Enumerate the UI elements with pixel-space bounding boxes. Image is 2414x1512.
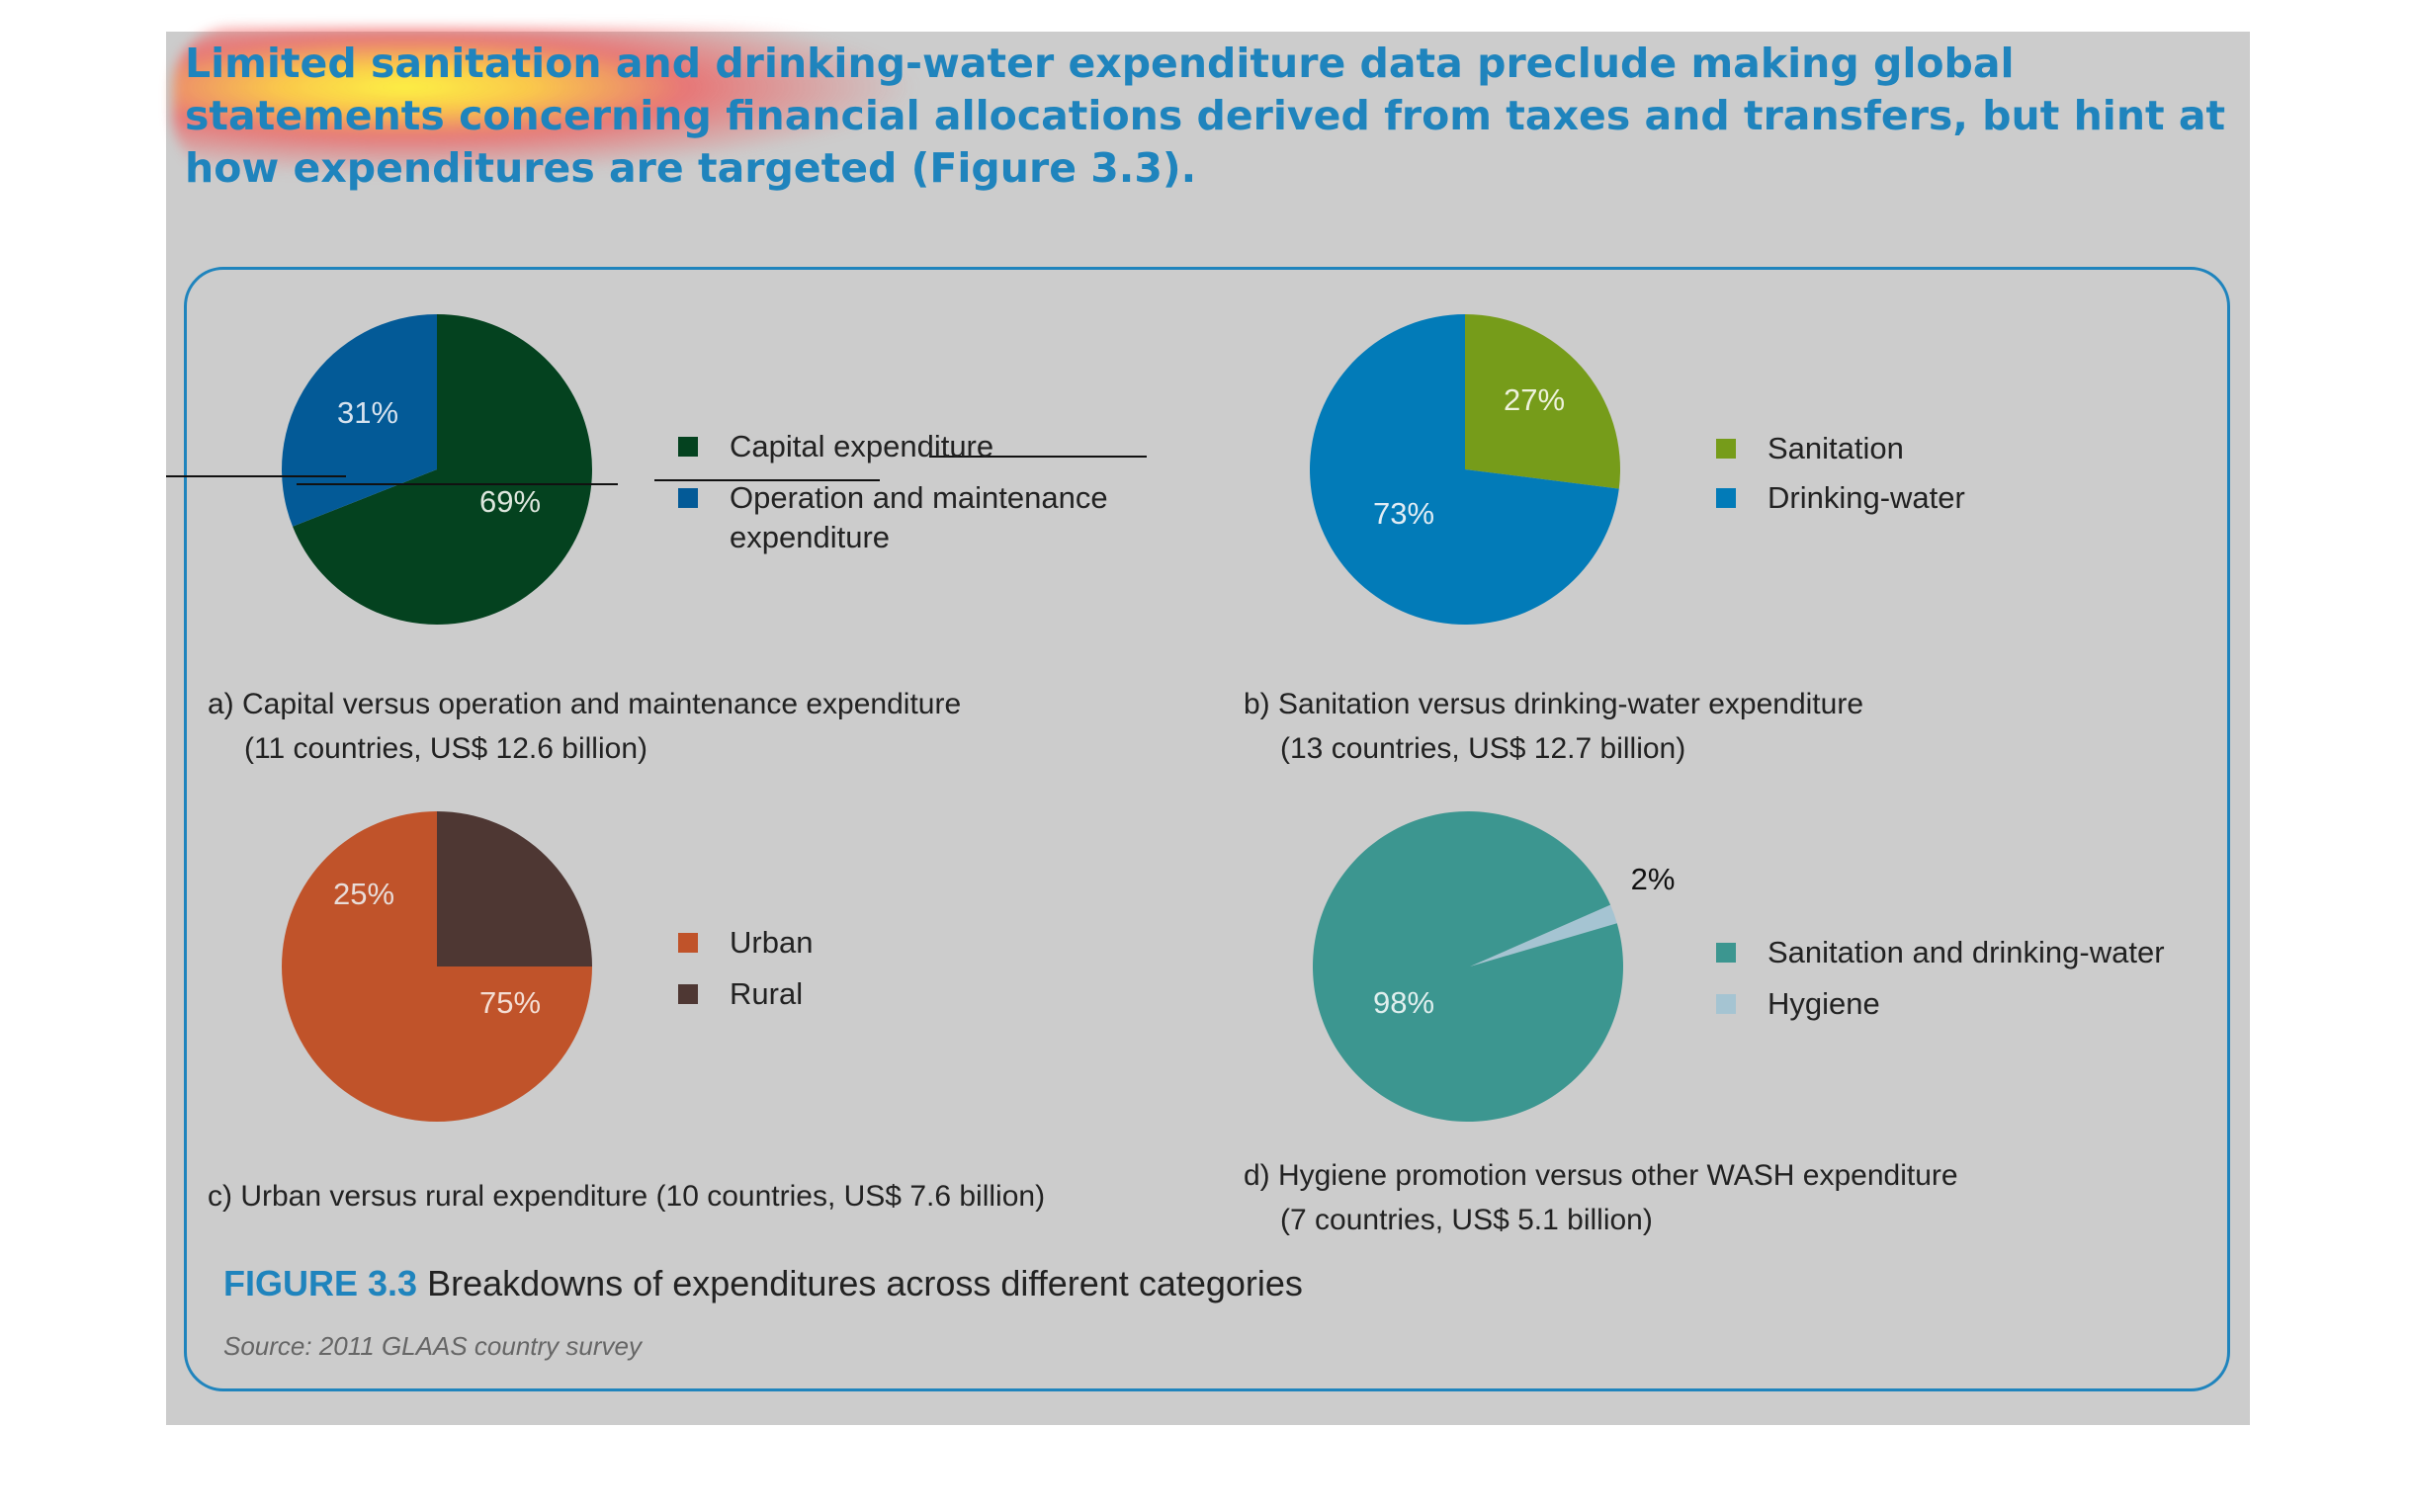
legend-swatch <box>1716 488 1736 508</box>
pie-value-label: 27% <box>1504 382 1565 417</box>
caption-subline: (7 countries, US$ 5.1 billion) <box>1280 1204 1653 1236</box>
caption-subline: (13 countries, US$ 12.7 billion) <box>1280 732 1686 765</box>
caption-line: b) Sanitation versus drinking-water expe… <box>1244 688 1863 720</box>
pie-value-label: 25% <box>333 877 394 911</box>
legend-label: Rural <box>730 976 804 1011</box>
caption-b: b) Sanitation versus drinking-water expe… <box>1244 682 1863 771</box>
intro-paragraph: Limited sanitation and drinking-water ex… <box>185 40 2226 192</box>
pie-value-label: 69% <box>479 484 541 519</box>
legend-swatch <box>1716 439 1736 459</box>
figure-title: FIGURE 3.3 Breakdowns of expenditures ac… <box>223 1263 1303 1304</box>
caption-line: d) Hygiene promotion versus other WASH e… <box>1244 1159 1958 1192</box>
legend-swatch <box>1716 994 1736 1014</box>
pie-slice-drinking-water <box>1309 314 1619 625</box>
legend-swatch <box>678 488 698 508</box>
figure-label: FIGURE 3.3 <box>223 1263 418 1303</box>
caption-a: a) Capital versus operation and maintena… <box>208 682 961 771</box>
figure-title-text: Breakdowns of expenditures across differ… <box>427 1263 1303 1303</box>
legend-label: Drinking-water <box>1767 480 1965 515</box>
pie-value-label: 2% <box>1631 862 1676 896</box>
highlight-mark <box>173 28 1102 176</box>
legend-label: Sanitation and drinking-water <box>1767 935 2165 969</box>
pie-chart-a: 69% 31% <box>282 314 593 625</box>
pie-value-label: 73% <box>1373 496 1434 531</box>
pie-slice-hygiene <box>1470 904 1617 966</box>
figure-frame <box>184 267 2230 1391</box>
legend-label: Sanitation <box>1767 431 1904 465</box>
legend-label: Capital expenditure <box>730 429 994 463</box>
pie-chart-d: 98% 2% <box>1312 810 1676 1122</box>
pie-value-label: 75% <box>479 985 541 1020</box>
legend-swatch <box>678 437 698 457</box>
pie-slice-operation-and-maintenance-expenditure <box>282 314 437 527</box>
figure-source: Source: 2011 GLAAS country survey <box>223 1331 642 1361</box>
caption-d: d) Hygiene promotion versus other WASH e… <box>1244 1153 1958 1242</box>
legend-swatch <box>1716 943 1736 963</box>
pie-value-label: 31% <box>337 395 398 430</box>
pie-value-label: 98% <box>1373 985 1434 1020</box>
pie-slice-sanitation-and-drinking-water <box>1312 810 1623 1122</box>
pie-slice-urban <box>282 811 592 1122</box>
legend-swatch <box>678 984 698 1004</box>
caption-subline: (11 countries, US$ 12.6 billion) <box>244 732 647 765</box>
pie-slice-rural <box>437 811 592 966</box>
caption-line: a) Capital versus operation and maintena… <box>208 688 962 720</box>
pie-slice-sanitation <box>1465 314 1620 489</box>
caption-line: c) Urban versus rural expenditure (10 co… <box>208 1180 1046 1213</box>
legend-label: Urban <box>730 925 814 960</box>
figure-panel <box>166 32 2250 1425</box>
pie-chart-c: 75% 25% <box>282 811 592 1122</box>
pie-chart-b: 27% 73% <box>1309 314 1620 625</box>
caption-c: c) Urban versus rural expenditure (10 co… <box>208 1174 1045 1218</box>
pie-slice-capital-expenditure <box>293 314 593 625</box>
legend-label: Operation and maintenance expenditure <box>730 480 1108 554</box>
legend-label: Hygiene <box>1767 986 1880 1021</box>
legend-swatch <box>678 933 698 953</box>
